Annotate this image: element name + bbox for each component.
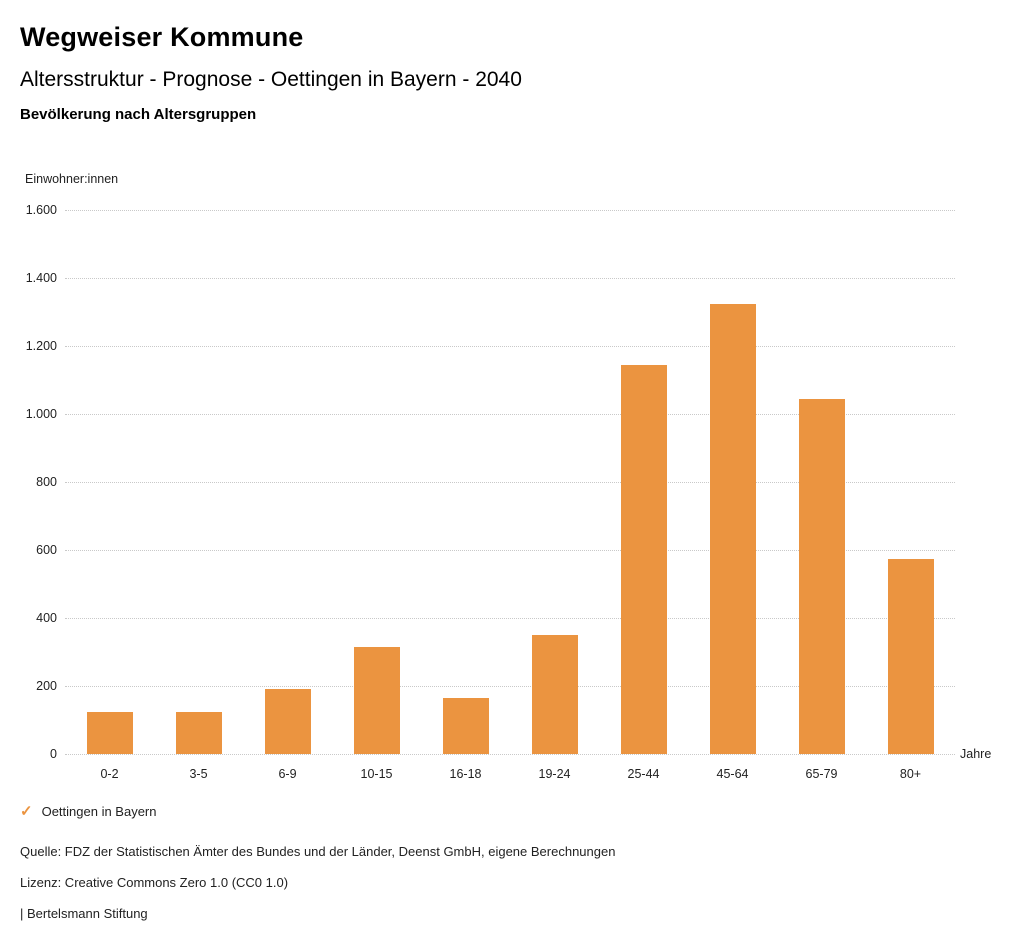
gridline-y-0 [65,754,955,755]
bar-80+[interactable] [887,558,934,754]
x-axis-title: Jahre [960,747,992,761]
gridline-y-400 [65,618,955,619]
source-text: Quelle: FDZ der Statistischen Ämter des … [20,844,616,859]
y-tick-label: 600 [36,543,57,557]
y-tick-label: 1.400 [25,271,57,285]
bar-3-5[interactable] [175,711,222,754]
y-tick-label: 1.600 [25,203,57,217]
gridline-y-1000 [65,414,955,415]
bar-chart-plot-area: Jahre 0 200 400 600 800 1.000 1.200 1.400 1.600 0… [26,203,992,781]
attribution-text: | Bertelsmann Stiftung [20,906,148,921]
bar-25-44[interactable] [620,364,667,754]
bar-0-2[interactable] [86,711,133,754]
gridline-y-800 [65,482,955,483]
gridline-y-1600 [65,210,955,211]
x-tick-label-80+: 80+ [899,767,922,781]
legend-check-icon: ✓ [20,803,33,820]
page-title: Wegweiser Kommune [20,22,304,52]
license-text: Lizenz: Creative Commons Zero 1.0 (CC0 1… [20,875,289,890]
x-tick-label-16-18: 16-18 [449,767,482,781]
x-tick-label-6-9: 6-9 [278,767,297,781]
x-tick-label-25-44: 25-44 [627,767,660,781]
bar-65-79[interactable] [798,398,845,754]
bar-6-9[interactable] [264,689,311,754]
legend-item-oettingen[interactable]: ✓ Oettingen in Bayern [20,804,156,819]
x-tick-label-3-5: 3-5 [189,767,208,781]
x-tick-label-0-2: 0-2 [100,767,119,781]
x-tick-label-45-64: 45-64 [716,767,749,781]
chart-subtitle: Altersstruktur - Prognose - Oettingen in… [20,68,522,91]
bar-16-18[interactable] [442,697,489,754]
gridline-y-1400 [65,278,955,279]
bar-45-64[interactable] [709,303,756,754]
gridline-y-1200 [65,346,955,347]
y-tick-label: 0 [50,747,57,761]
x-tick-label-10-15: 10-15 [360,767,393,781]
y-tick-label: 1.200 [25,339,57,353]
y-tick-label: 800 [36,475,57,489]
y-tick-label: 400 [36,611,57,625]
bar-10-15[interactable] [353,646,400,754]
legend-label: Oettingen in Bayern [41,804,157,819]
chart-heading: Bevölkerung nach Altersgruppen [20,106,257,123]
bar-19-24[interactable] [531,635,578,754]
gridline-y-600 [65,550,955,551]
x-tick-label-19-24: 19-24 [538,767,571,781]
gridline-y-200 [65,686,955,687]
x-tick-label-65-79: 65-79 [805,767,838,781]
y-tick-label: 200 [36,679,57,693]
y-tick-label: 1.000 [25,407,57,421]
y-axis-title: Einwohner:innen [25,172,119,186]
